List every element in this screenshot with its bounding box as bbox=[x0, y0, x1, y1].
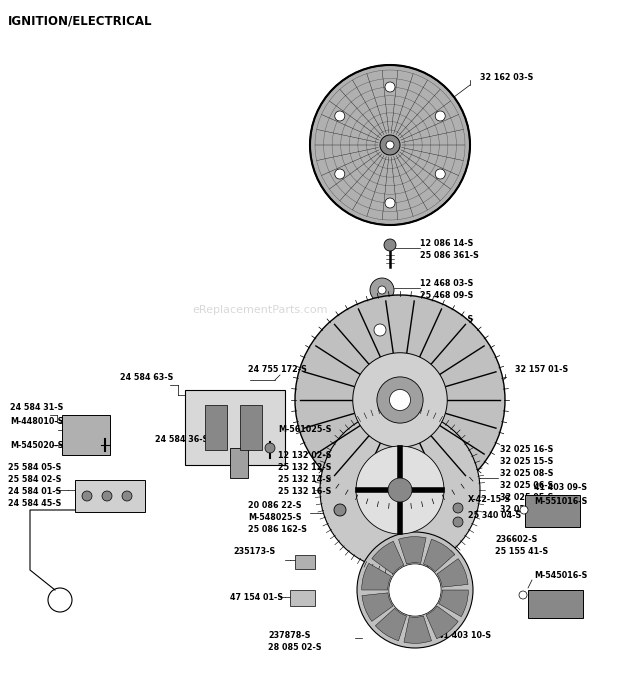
Text: IGNITION/ELECTRICAL: IGNITION/ELECTRICAL bbox=[8, 14, 153, 27]
Text: M-551016-S: M-551016-S bbox=[534, 498, 587, 506]
Text: 12 132 02-S: 12 132 02-S bbox=[278, 450, 332, 460]
Circle shape bbox=[385, 82, 395, 92]
Circle shape bbox=[435, 169, 445, 179]
Wedge shape bbox=[362, 593, 393, 621]
Circle shape bbox=[82, 491, 92, 501]
Text: 25 584 05-S: 25 584 05-S bbox=[8, 464, 61, 473]
Text: 20 146 04-S: 20 146 04-S bbox=[420, 339, 473, 349]
Text: 20 146 02-S: 20 146 02-S bbox=[420, 327, 474, 337]
Circle shape bbox=[334, 504, 346, 516]
Circle shape bbox=[370, 278, 394, 302]
Wedge shape bbox=[423, 539, 454, 572]
Circle shape bbox=[102, 491, 112, 501]
Wedge shape bbox=[361, 563, 391, 590]
Text: 24 584 01-S: 24 584 01-S bbox=[8, 487, 61, 496]
Circle shape bbox=[335, 111, 345, 121]
Bar bbox=[528, 590, 583, 618]
Text: M-545020-S: M-545020-S bbox=[10, 441, 63, 450]
Text: 32 025 15-S: 32 025 15-S bbox=[500, 458, 554, 466]
Text: 32 157 01-S: 32 157 01-S bbox=[515, 366, 569, 375]
Text: 25 584 02-S: 25 584 02-S bbox=[8, 475, 61, 485]
Text: 25 132 12-S: 25 132 12-S bbox=[278, 462, 332, 471]
Circle shape bbox=[377, 377, 423, 423]
Wedge shape bbox=[375, 608, 407, 641]
Text: 41 403 09-S: 41 403 09-S bbox=[534, 483, 587, 493]
Circle shape bbox=[122, 491, 132, 501]
Text: 32 025 06-S: 32 025 06-S bbox=[500, 481, 554, 491]
Text: M-448010-S: M-448010-S bbox=[10, 418, 63, 427]
Circle shape bbox=[520, 506, 528, 514]
Wedge shape bbox=[372, 541, 404, 574]
Bar bbox=[205, 405, 227, 450]
Bar bbox=[62, 415, 110, 455]
Circle shape bbox=[389, 564, 441, 616]
Text: M-545016-S: M-545016-S bbox=[534, 571, 587, 579]
Bar bbox=[185, 390, 285, 465]
Text: eReplacementParts.com: eReplacementParts.com bbox=[192, 305, 328, 315]
Text: 25 086 361-S: 25 086 361-S bbox=[420, 251, 479, 260]
Text: 47 154 01-S: 47 154 01-S bbox=[230, 592, 283, 602]
Circle shape bbox=[386, 141, 394, 149]
Text: 32 025 08-S: 32 025 08-S bbox=[500, 470, 554, 479]
Text: 24 584 63-S: 24 584 63-S bbox=[120, 374, 174, 383]
Circle shape bbox=[310, 65, 470, 225]
Circle shape bbox=[374, 324, 386, 336]
Circle shape bbox=[320, 410, 480, 570]
Text: 12 086 14-S: 12 086 14-S bbox=[420, 239, 474, 247]
Text: X-42-15-S: X-42-15-S bbox=[468, 496, 512, 504]
Wedge shape bbox=[404, 616, 432, 644]
Text: 32 025 05-S: 32 025 05-S bbox=[500, 493, 554, 502]
Circle shape bbox=[380, 135, 400, 155]
Circle shape bbox=[357, 532, 473, 648]
Circle shape bbox=[362, 312, 398, 348]
Wedge shape bbox=[426, 606, 458, 639]
Text: 20 146 05-S: 20 146 05-S bbox=[420, 316, 473, 324]
Circle shape bbox=[378, 286, 386, 294]
Circle shape bbox=[519, 591, 527, 599]
Text: 24 584 31-S: 24 584 31-S bbox=[10, 404, 63, 412]
Circle shape bbox=[389, 389, 410, 410]
Text: 237878-S: 237878-S bbox=[268, 631, 311, 639]
Bar bbox=[525, 495, 580, 527]
Text: 41 403 10-S: 41 403 10-S bbox=[438, 631, 491, 639]
Text: 32 025 16-S: 32 025 16-S bbox=[500, 445, 554, 454]
Circle shape bbox=[356, 446, 444, 534]
Text: 32 162 03-S: 32 162 03-S bbox=[480, 74, 533, 82]
Circle shape bbox=[453, 517, 463, 527]
Bar bbox=[240, 405, 262, 450]
Bar bbox=[290, 590, 315, 606]
Text: 235173-S: 235173-S bbox=[233, 548, 275, 556]
Text: 25 132 16-S: 25 132 16-S bbox=[278, 487, 331, 496]
Circle shape bbox=[335, 169, 345, 179]
Text: 25 340 04-S: 25 340 04-S bbox=[468, 510, 521, 519]
Circle shape bbox=[435, 111, 445, 121]
Circle shape bbox=[388, 478, 412, 502]
Wedge shape bbox=[437, 558, 468, 587]
Text: 12 468 03-S: 12 468 03-S bbox=[420, 279, 474, 287]
Text: 28 085 02-S: 28 085 02-S bbox=[268, 642, 322, 652]
Text: 32 025 17-S: 32 025 17-S bbox=[500, 506, 554, 514]
Circle shape bbox=[385, 198, 395, 208]
Text: 24 584 36-S: 24 584 36-S bbox=[155, 435, 208, 445]
Text: 236602-S: 236602-S bbox=[495, 535, 538, 544]
Wedge shape bbox=[399, 537, 426, 564]
Bar bbox=[230, 448, 248, 478]
Text: M-548025-S: M-548025-S bbox=[248, 512, 301, 521]
Circle shape bbox=[353, 353, 447, 448]
Bar bbox=[75, 480, 145, 512]
Text: 24 755 172-S: 24 755 172-S bbox=[248, 366, 307, 375]
Text: 25 468 09-S: 25 468 09-S bbox=[420, 291, 474, 299]
Circle shape bbox=[295, 295, 505, 505]
Bar bbox=[295, 555, 315, 569]
Text: 20 086 22-S: 20 086 22-S bbox=[248, 500, 301, 510]
Text: 24 584 45-S: 24 584 45-S bbox=[8, 500, 61, 508]
Circle shape bbox=[265, 443, 275, 453]
Text: M-561025-S: M-561025-S bbox=[278, 425, 332, 435]
Circle shape bbox=[384, 239, 396, 251]
Circle shape bbox=[453, 503, 463, 513]
Text: 25 086 162-S: 25 086 162-S bbox=[248, 525, 307, 533]
Text: 25 132 14-S: 25 132 14-S bbox=[278, 475, 331, 483]
Text: 25 155 41-S: 25 155 41-S bbox=[495, 548, 548, 556]
Wedge shape bbox=[438, 590, 468, 617]
